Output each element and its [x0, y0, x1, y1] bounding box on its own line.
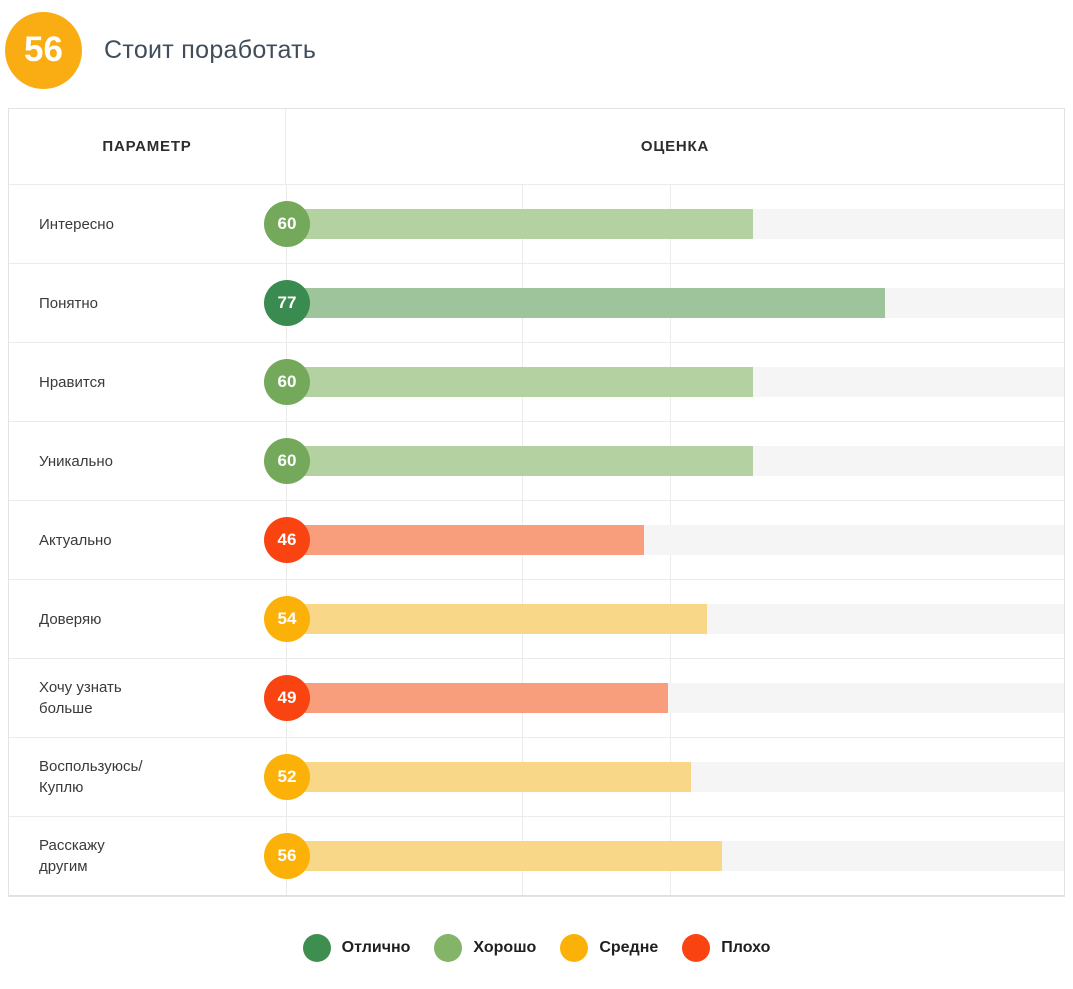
score-value-badge: 60	[264, 359, 310, 405]
column-header-score: ОЦЕНКА	[640, 138, 710, 155]
score-value-badge: 52	[264, 754, 310, 800]
table-row: Доверяю 54	[9, 580, 1064, 659]
score-bar-cell: 52	[264, 738, 1064, 816]
score-value-badge: 46	[264, 517, 310, 563]
score-bar-cell: 56	[264, 817, 1064, 895]
score-value-badge: 77	[264, 280, 310, 326]
parameter-label: Актуально	[39, 531, 112, 549]
score-bar-track	[287, 288, 1064, 318]
score-bar-track	[287, 683, 1064, 713]
score-bar-fill	[287, 446, 754, 476]
report-header: 56 Стоит поработать	[0, 0, 1073, 92]
legend-item: Отлично	[302, 934, 411, 962]
legend-color-icon	[560, 934, 589, 962]
score-bar-cell: 77	[264, 264, 1064, 342]
score-bar-cell: 60	[264, 185, 1064, 263]
table-header-row: ПАРАМЕТР ОЦЕНКА	[9, 109, 1064, 185]
score-bar-track	[287, 446, 1064, 476]
score-bar-track	[287, 209, 1064, 239]
column-header-parameter: ПАРАМЕТР	[9, 109, 286, 184]
parameter-label: Доверяю	[39, 610, 102, 628]
score-bar-fill	[287, 525, 645, 555]
table-row: Расскажу другим 56	[9, 817, 1064, 896]
legend-label: Средне	[599, 939, 659, 956]
parameter-label: Понятно	[39, 294, 99, 312]
legend: Отлично Хорошо Средне Плохо	[0, 934, 1073, 962]
score-bar-cell: 60	[264, 343, 1064, 421]
rating-table: ПАРАМЕТР ОЦЕНКА Интересно 60 Понятно 77 …	[8, 108, 1065, 897]
parameter-label: Хочу узнать больше	[39, 679, 122, 717]
score-bar-track	[287, 841, 1064, 871]
parameter-label: Воспользуюсь/ Куплю	[39, 758, 143, 796]
score-value-badge: 54	[264, 596, 310, 642]
score-value-badge: 60	[264, 438, 310, 484]
score-value-badge: 60	[264, 201, 310, 247]
legend-color-icon	[682, 934, 711, 962]
score-bar-fill	[287, 288, 886, 318]
table-row: Интересно 60	[9, 185, 1064, 264]
score-bar-fill	[287, 683, 668, 713]
score-bar-track	[287, 762, 1064, 792]
score-bar-cell: 46	[264, 501, 1064, 579]
score-bar-cell: 49	[264, 659, 1064, 737]
score-value-badge: 56	[264, 833, 310, 879]
overall-score-badge: 56	[5, 11, 82, 89]
parameter-label: Уникально	[39, 452, 113, 470]
table-row: Понятно 77	[9, 264, 1064, 343]
table-row: Воспользуюсь/ Куплю 52	[9, 738, 1064, 817]
legend-color-icon	[302, 934, 331, 962]
parameter-label: Нравится	[39, 373, 106, 391]
score-bar-cell: 60	[264, 422, 1064, 500]
table-row: Нравится 60	[9, 343, 1064, 422]
table-row: Актуально 46	[9, 501, 1064, 580]
table-row: Хочу узнать больше 49	[9, 659, 1064, 738]
legend-color-icon	[434, 934, 463, 962]
score-bar-fill	[287, 762, 692, 792]
page-title: Стоит поработать	[104, 35, 317, 64]
table-rows: Интересно 60 Понятно 77 Нравится	[9, 185, 1064, 896]
parameter-label: Расскажу другим	[39, 837, 105, 875]
legend-label: Хорошо	[473, 939, 537, 956]
legend-label: Плохо	[721, 939, 771, 956]
score-bar-track	[287, 525, 1064, 555]
score-bar-fill	[287, 841, 723, 871]
table-row: Уникально 60	[9, 422, 1064, 501]
score-bar-track	[287, 367, 1064, 397]
score-bar-cell: 54	[264, 580, 1064, 658]
score-bar-track	[287, 604, 1064, 634]
legend-item: Плохо	[682, 934, 770, 962]
score-value-badge: 49	[264, 675, 310, 721]
legend-item: Хорошо	[434, 934, 536, 962]
legend-item: Средне	[560, 934, 658, 962]
parameter-label: Интересно	[39, 215, 114, 233]
legend-label: Отлично	[341, 939, 411, 956]
score-bar-fill	[287, 209, 754, 239]
score-bar-fill	[287, 367, 754, 397]
score-bar-fill	[287, 604, 707, 634]
